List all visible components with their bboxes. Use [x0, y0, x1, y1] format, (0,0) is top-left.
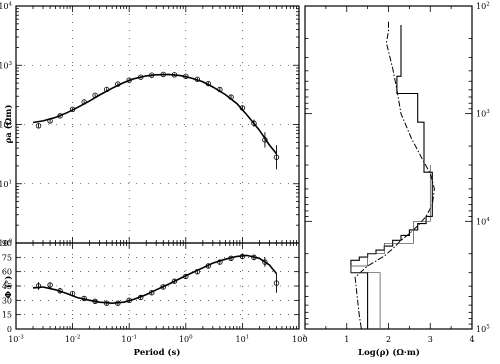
depth-y-tick-label: 104: [476, 217, 490, 227]
period-x-axis-label: Period (s): [134, 347, 181, 358]
phase-data-point: [262, 259, 268, 265]
rho-y-tick-label: 100: [0, 239, 13, 249]
depth-y-tick-label: 102: [476, 2, 490, 12]
period-x-tick-label: 102: [292, 335, 306, 345]
rho-y-tick-label: 102: [0, 120, 12, 130]
model-x-tick-label: 2: [386, 335, 391, 344]
phase-data-point: [251, 254, 257, 261]
period-x-tick-label: 10-1: [121, 335, 137, 345]
phase-data-point: [217, 259, 223, 265]
depth-y-tick-label: 105: [476, 325, 490, 335]
phase-data-point: [149, 289, 155, 296]
phase-y-axis-label: Φ (°): [3, 276, 14, 299]
axis-ticks: [15, 5, 473, 330]
rho-y-tick-label: 104: [0, 2, 13, 12]
phase-model-curve: [32, 254, 278, 305]
rho-data-point: [81, 99, 87, 105]
phase-y-tick-label: 90: [2, 239, 12, 248]
grid-lines: [16, 6, 299, 329]
rho-data-point: [138, 74, 144, 80]
rho-data-point: [239, 105, 246, 111]
phase-data-point: [194, 268, 201, 275]
model-profile-line-1: [354, 21, 435, 330]
depth-y-tick-label: 103: [476, 109, 490, 119]
phase-data-point: [205, 263, 212, 269]
phase-data-point: [126, 297, 132, 304]
rho-data-point: [126, 77, 132, 83]
phase-data-point: [57, 288, 63, 294]
model-x-tick-label: 4: [469, 335, 474, 344]
phase-data-point: [69, 290, 76, 297]
rho-data-point: [228, 94, 234, 100]
period-x-tick-label: 100: [179, 335, 193, 345]
model-profile-line-3: [350, 165, 431, 329]
rho-data-point: [103, 86, 110, 93]
model-x-tick-label: 1: [344, 335, 349, 344]
period-x-tick-label: 10-3: [8, 335, 24, 345]
phase-data-point: [183, 273, 189, 280]
period-x-tick-label: 101: [236, 335, 250, 345]
model-profile-line-2: [305, 25, 433, 330]
phase-data-point: [35, 283, 42, 289]
phase-data-point: [81, 295, 87, 302]
phase-data-point: [273, 280, 280, 286]
rho-data-point: [183, 73, 189, 80]
model-x-tick-label: 3: [428, 335, 433, 344]
phase-y-tick-label: 45: [2, 282, 12, 291]
rho-data-point: [160, 71, 166, 78]
phase-y-tick-label: 30: [2, 296, 12, 305]
rho-y-tick-label: 103: [0, 61, 13, 71]
rho-data-point: [57, 113, 63, 119]
phase-data-point: [115, 300, 121, 306]
rho-data-point: [115, 81, 121, 87]
phase-data-point: [138, 294, 144, 301]
rho-data-point: [35, 123, 42, 129]
rho-y-tick-label: 101: [0, 179, 12, 189]
rho-data-point: [262, 137, 268, 143]
phase-y-tick-label: 15: [2, 311, 12, 320]
rho-data-point: [251, 120, 257, 126]
rho-data-point: [194, 76, 201, 82]
rho-data-point: [69, 106, 76, 113]
rho-data-point: [47, 118, 53, 124]
model-panel-frame: [304, 5, 473, 330]
phase-y-tick-label: 0: [7, 325, 12, 334]
rho-y-axis-label: ρa (Ωm): [3, 105, 14, 144]
rho-data-point: [171, 72, 178, 78]
rho-data-point: [149, 72, 155, 78]
phase-y-tick-label: 75: [2, 253, 12, 262]
rho-data-point: [273, 154, 280, 160]
phase-data-point: [171, 278, 178, 284]
model-x-tick-label: 0: [302, 335, 307, 344]
rho-data-point: [217, 86, 223, 93]
phase-y-tick-label: 60: [2, 268, 12, 277]
phase-data-point: [92, 298, 98, 304]
phase-data-point: [228, 255, 234, 261]
phase-data-point: [103, 300, 110, 306]
rho-data-point: [92, 92, 98, 99]
data-marks: [32, 21, 435, 330]
model-x-axis-label: Log(ρ) (Ω·m): [358, 347, 420, 358]
rho-data-point: [205, 80, 212, 87]
phase-data-point: [160, 284, 166, 290]
phase-data-point: [239, 253, 246, 260]
rho-model-curve: [32, 73, 278, 155]
period-x-tick-label: 10-2: [65, 335, 81, 345]
phase-data-point: [47, 282, 53, 288]
